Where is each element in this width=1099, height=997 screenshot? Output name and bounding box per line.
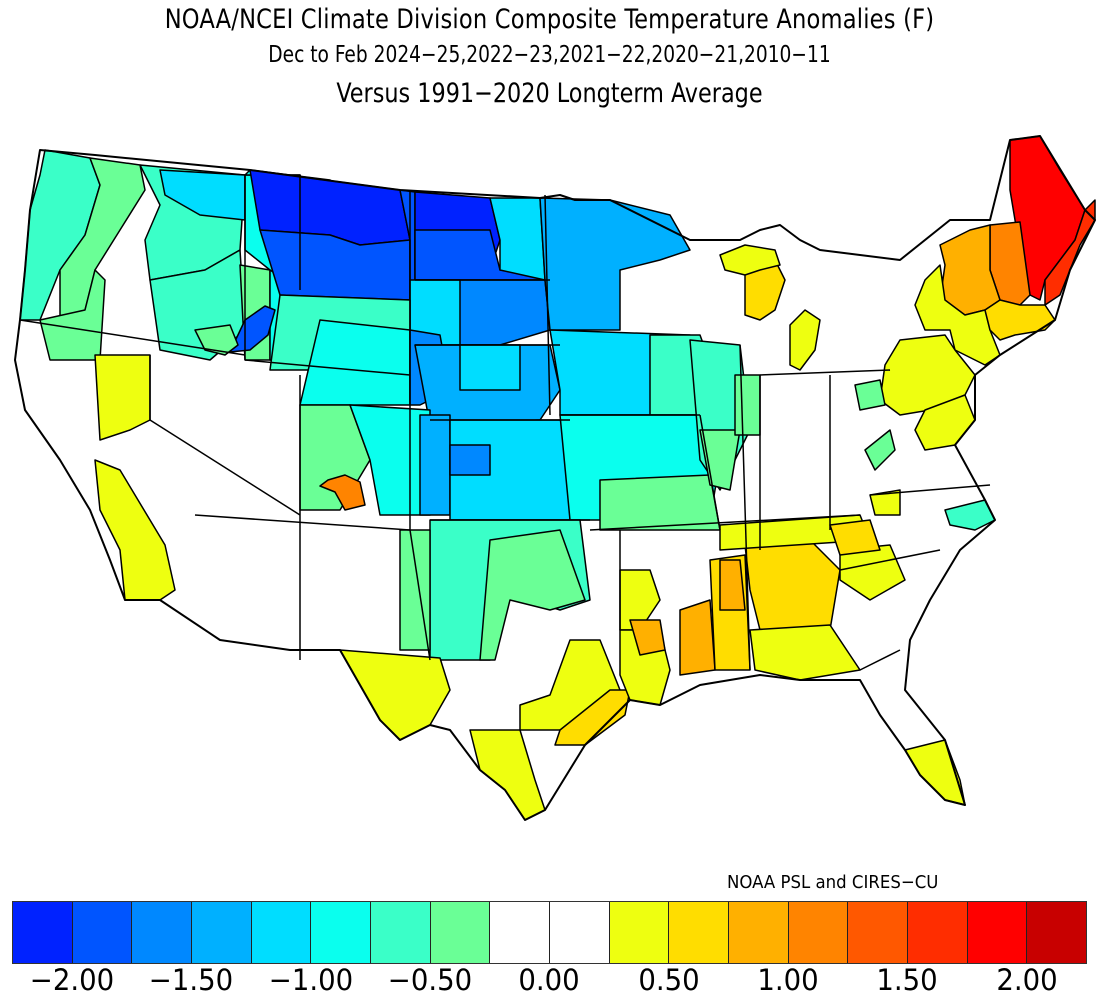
us-outline xyxy=(14,135,1096,821)
division-ga-ne xyxy=(829,519,881,556)
division-ne-ny xyxy=(914,264,1001,366)
colorbar-swatch xyxy=(371,902,431,963)
climate-division-regions xyxy=(19,135,1096,821)
division-wy-s xyxy=(299,319,411,406)
division-co-sw-orange xyxy=(319,474,366,511)
colorbar-tick-label: 1.50 xyxy=(876,963,938,997)
division-mn xyxy=(539,197,691,331)
colorbar-swatch xyxy=(550,902,610,963)
division-va-sw xyxy=(869,489,901,516)
division-or-cascade xyxy=(39,269,106,361)
division-va-green xyxy=(854,379,886,411)
division-tx-coast xyxy=(554,689,631,746)
division-mo-s xyxy=(599,474,721,531)
map-baseline: Versus 1991−2020 Longterm Average xyxy=(336,78,763,109)
division-al-s xyxy=(749,624,861,681)
colorbar-tick-label: −1.50 xyxy=(149,963,234,997)
division-la-ms-orange xyxy=(629,619,666,656)
division-ms-e-orange xyxy=(719,559,746,611)
division-co-e xyxy=(419,414,451,516)
division-nv-nw xyxy=(94,354,151,441)
colorbar-swatch xyxy=(908,902,968,963)
us-climate-division-map xyxy=(14,135,1096,821)
credit-text: NOAA PSL and CIRES−CU xyxy=(727,872,939,893)
division-ne-neb-e xyxy=(459,344,521,391)
division-ga-n xyxy=(839,544,906,601)
colorbar-tick-label: −0.50 xyxy=(387,963,473,997)
colorbar-legend xyxy=(12,901,1087,964)
map-title: NOAA/NCEI Climate Division Composite Tem… xyxy=(164,4,935,35)
division-ca-east xyxy=(94,459,176,601)
division-ks-nw xyxy=(449,444,491,476)
division-ok-e xyxy=(479,529,586,661)
colorbar-swatch xyxy=(311,902,372,963)
map-subtitle: Dec to Feb 2024−25,2022−23,2021−22,2020−… xyxy=(268,42,831,68)
colorbar-swatch xyxy=(132,902,193,963)
division-tx-s xyxy=(469,729,546,821)
colorbar-tick-label: 2.00 xyxy=(995,963,1058,997)
colorbar-swatch xyxy=(192,902,252,963)
division-mi-lower-e xyxy=(789,309,821,371)
colorbar-swatch xyxy=(251,902,312,963)
colorbar-swatch xyxy=(13,902,73,963)
division-ms-delta xyxy=(679,599,716,676)
colorbar-tick-label: 0.50 xyxy=(637,963,700,997)
division-mi-up xyxy=(719,244,781,276)
colorbar-swatch xyxy=(609,902,670,963)
colorbar-swatch xyxy=(1027,902,1087,963)
colorbar-tick-label: −1.00 xyxy=(268,963,353,997)
colorbar-tick-label: 0.00 xyxy=(518,963,580,997)
colorbar-swatch xyxy=(967,902,1028,963)
division-wv-green xyxy=(864,429,896,471)
colorbar-swatch xyxy=(729,902,789,963)
division-nc-coast xyxy=(944,499,996,531)
colorbar-tick-label: 1.00 xyxy=(757,963,819,997)
division-ne-maine-coast xyxy=(1044,199,1096,306)
colorbar-swatch xyxy=(848,902,909,963)
division-nm-e xyxy=(399,529,431,651)
colorbar-swatch xyxy=(72,902,133,963)
colorbar-swatch xyxy=(788,902,849,963)
division-id-green xyxy=(194,324,239,356)
division-ne-ma-ct xyxy=(984,299,1056,341)
division-al xyxy=(744,539,841,631)
colorbar-swatch xyxy=(430,902,491,963)
colorbar-swatch xyxy=(669,902,730,963)
state-boundaries xyxy=(19,175,991,671)
division-in-w xyxy=(734,374,761,436)
colorbar-swatch xyxy=(490,902,551,963)
division-wa-ne xyxy=(159,169,246,221)
colorbar-tick-label: −2.00 xyxy=(29,963,115,997)
